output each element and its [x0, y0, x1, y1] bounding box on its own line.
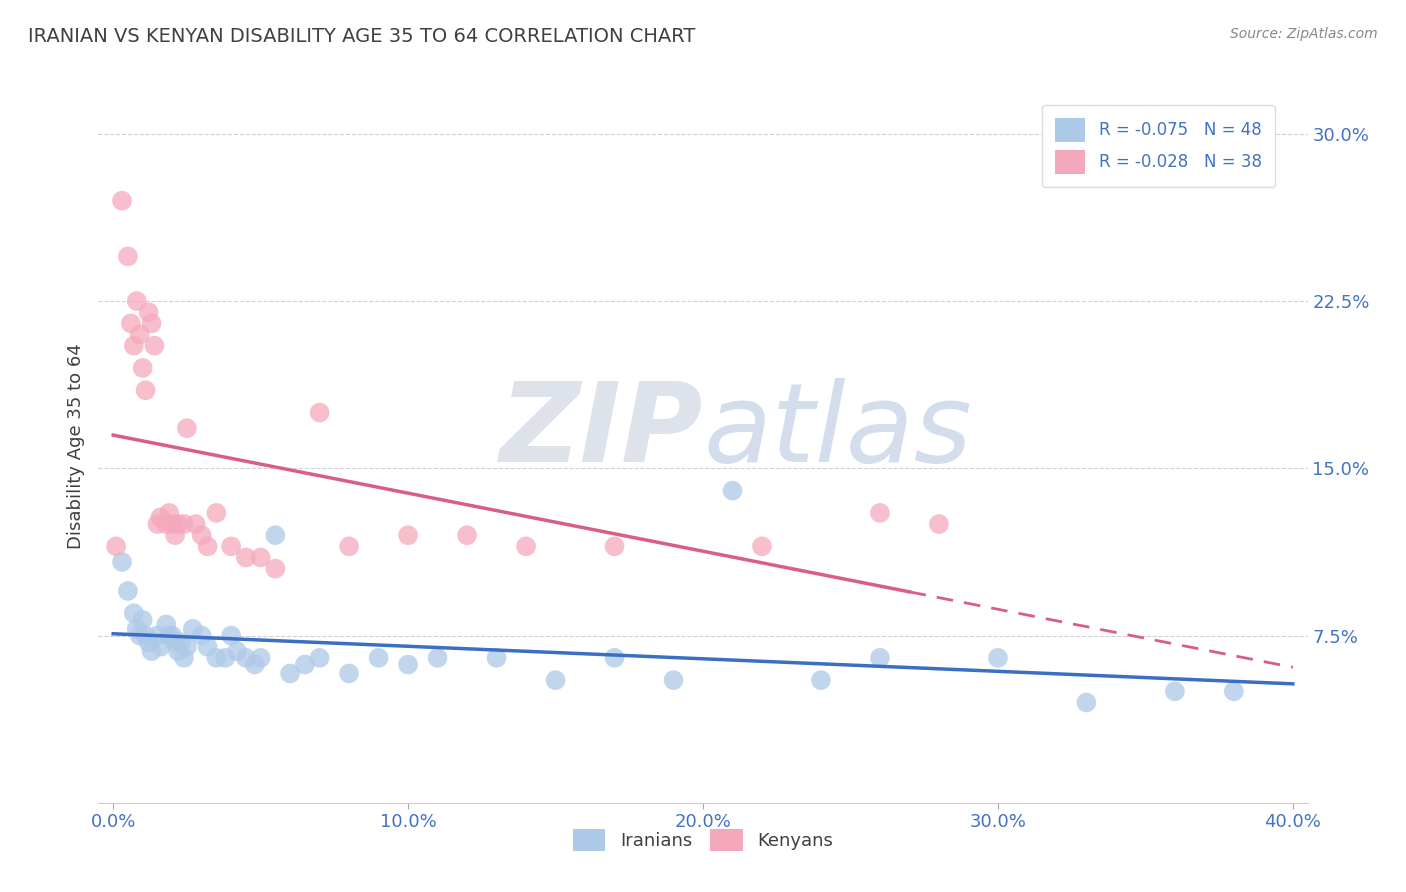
Point — [205, 651, 228, 665]
Point — [128, 628, 150, 642]
Point — [135, 628, 157, 642]
Point — [810, 673, 832, 687]
Point — [143, 338, 166, 352]
Point — [264, 562, 287, 576]
Point — [249, 550, 271, 565]
Point — [190, 628, 212, 642]
Point — [197, 539, 219, 553]
Point — [125, 622, 148, 636]
Point — [155, 516, 177, 531]
Point — [135, 384, 157, 398]
Point — [249, 651, 271, 665]
Point — [1223, 684, 1246, 698]
Point — [751, 539, 773, 553]
Point — [278, 666, 301, 681]
Point — [197, 640, 219, 654]
Point — [173, 651, 195, 665]
Point — [928, 516, 950, 531]
Point — [1076, 696, 1098, 710]
Y-axis label: Disability Age 35 to 64: Disability Age 35 to 64 — [66, 343, 84, 549]
Point — [226, 644, 249, 658]
Legend: Iranians, Kenyans: Iranians, Kenyans — [565, 822, 841, 858]
Point — [128, 327, 150, 342]
Point — [138, 635, 160, 649]
Text: Source: ZipAtlas.com: Source: ZipAtlas.com — [1230, 27, 1378, 41]
Point — [120, 316, 142, 330]
Point — [544, 673, 567, 687]
Point — [157, 628, 180, 642]
Point — [184, 516, 207, 531]
Point — [214, 651, 236, 665]
Point — [146, 628, 169, 642]
Point — [426, 651, 449, 665]
Point — [157, 506, 180, 520]
Point — [141, 316, 163, 330]
Point — [146, 516, 169, 531]
Point — [141, 644, 163, 658]
Text: ZIP: ZIP — [499, 378, 703, 485]
Point — [170, 635, 193, 649]
Point — [308, 405, 330, 419]
Point — [111, 194, 134, 208]
Point — [396, 657, 419, 672]
Point — [181, 622, 204, 636]
Point — [869, 651, 891, 665]
Point — [235, 550, 257, 565]
Point — [105, 539, 128, 553]
Point — [219, 628, 242, 642]
Point — [122, 338, 145, 352]
Point — [485, 651, 508, 665]
Point — [219, 539, 242, 553]
Point — [117, 249, 139, 264]
Point — [167, 516, 190, 531]
Point — [165, 635, 187, 649]
Point — [122, 607, 145, 621]
Point — [205, 506, 228, 520]
Point — [117, 583, 139, 598]
Point — [456, 528, 478, 542]
Point — [125, 293, 148, 308]
Point — [160, 516, 183, 531]
Point — [111, 555, 134, 569]
Point — [131, 613, 153, 627]
Point — [264, 528, 287, 542]
Point — [515, 539, 537, 553]
Point — [869, 506, 891, 520]
Point — [176, 421, 198, 435]
Point — [131, 360, 153, 375]
Point — [1164, 684, 1187, 698]
Point — [721, 483, 744, 498]
Point — [367, 651, 389, 665]
Point — [603, 539, 626, 553]
Point — [165, 528, 187, 542]
Text: atlas: atlas — [703, 378, 972, 485]
Point — [243, 657, 266, 672]
Point — [337, 666, 360, 681]
Point — [155, 617, 177, 632]
Point — [167, 644, 190, 658]
Point — [190, 528, 212, 542]
Point — [308, 651, 330, 665]
Point — [235, 651, 257, 665]
Point — [176, 640, 198, 654]
Point — [987, 651, 1010, 665]
Point — [662, 673, 685, 687]
Point — [173, 516, 195, 531]
Point — [149, 510, 172, 524]
Point — [160, 628, 183, 642]
Point — [396, 528, 419, 542]
Point — [337, 539, 360, 553]
Text: IRANIAN VS KENYAN DISABILITY AGE 35 TO 64 CORRELATION CHART: IRANIAN VS KENYAN DISABILITY AGE 35 TO 6… — [28, 27, 696, 45]
Point — [138, 305, 160, 319]
Point — [294, 657, 316, 672]
Point — [149, 640, 172, 654]
Point — [603, 651, 626, 665]
